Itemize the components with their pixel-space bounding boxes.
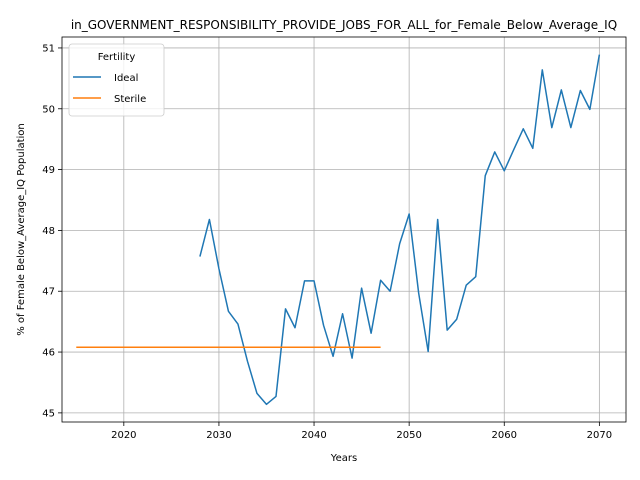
- x-tick-label: 2030: [206, 430, 231, 441]
- y-tick-label: 46: [42, 348, 55, 359]
- y-tick-label: 49: [42, 165, 55, 176]
- x-tick-label: 2050: [396, 430, 421, 441]
- x-tick-label: 2020: [111, 430, 136, 441]
- y-tick-label: 50: [42, 104, 55, 115]
- x-tick-label: 2060: [492, 430, 517, 441]
- legend-title: Fertility: [98, 52, 136, 63]
- x-axis-label: Years: [330, 453, 357, 464]
- y-tick-label: 45: [42, 408, 55, 419]
- x-tick-label: 2040: [301, 430, 326, 441]
- legend: Fertility Ideal Sterile: [68, 43, 165, 117]
- y-tick-label: 51: [42, 43, 55, 54]
- series-layer: [76, 54, 601, 406]
- y-tick-label: 47: [42, 287, 55, 298]
- ticks: 2020 2030 2040 2050 2060 2070 45 46 47 48 49 50 51: [42, 43, 612, 441]
- series-line-ideal: [199, 54, 601, 406]
- x-tick-label: 2070: [587, 430, 612, 441]
- plot-frame: [61, 36, 627, 423]
- y-tick-label: 48: [42, 226, 55, 237]
- legend-label-sterile: Sterile: [114, 94, 146, 105]
- y-axis-label: % of Female Below_Average_IQ Population: [16, 123, 27, 336]
- legend-label-ideal: Ideal: [114, 73, 138, 84]
- chart-title: in_GOVERNMENT_RESPONSIBILITY_PROVIDE_JOB…: [71, 18, 617, 32]
